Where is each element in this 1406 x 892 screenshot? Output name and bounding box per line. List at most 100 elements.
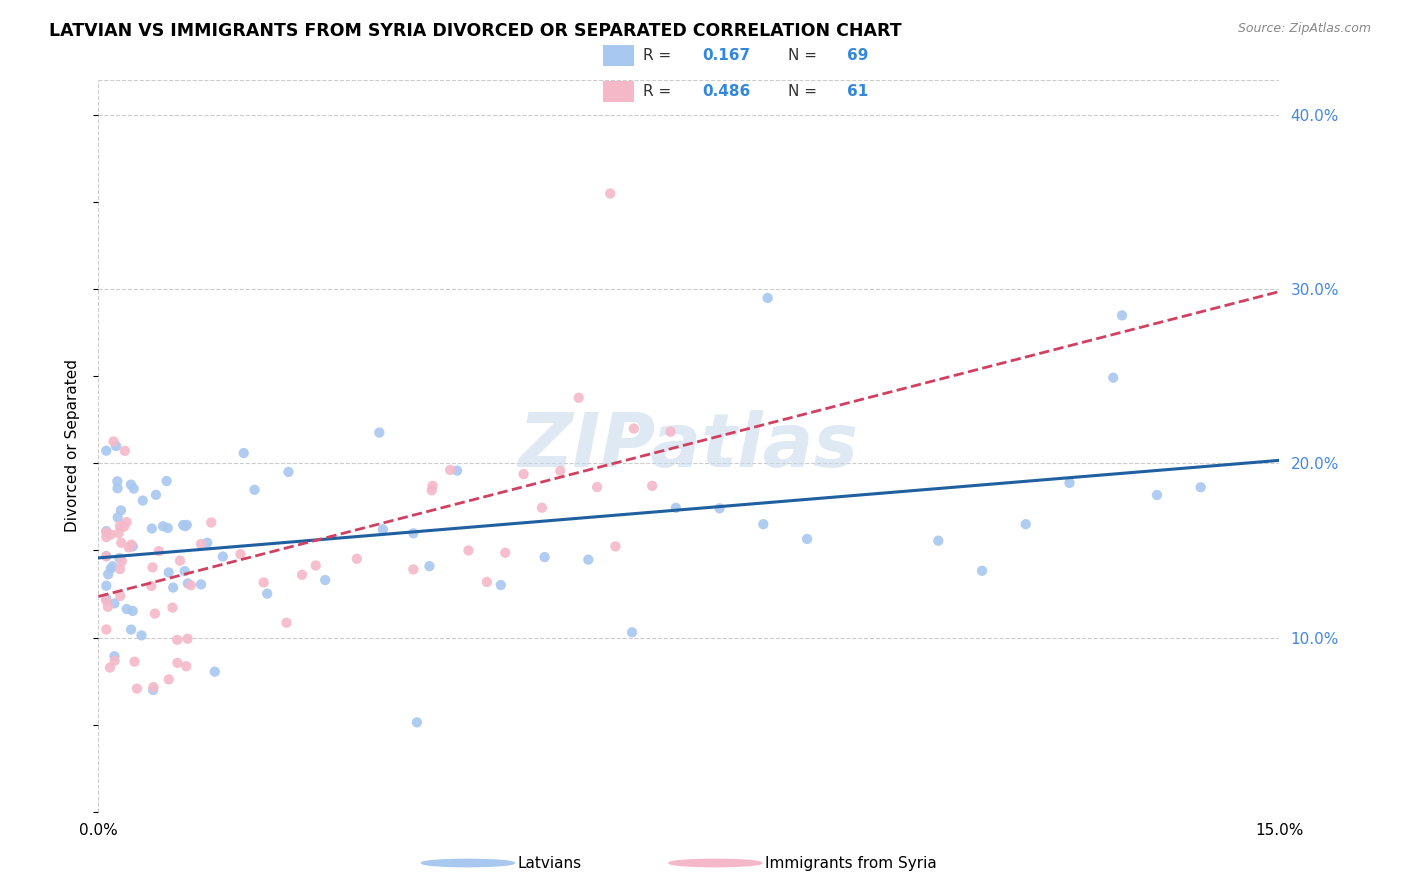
Point bbox=[406, 715, 429, 730]
Point bbox=[157, 673, 180, 687]
Point bbox=[659, 425, 682, 439]
Point bbox=[576, 552, 599, 566]
Point bbox=[586, 480, 609, 494]
Text: N =: N = bbox=[789, 84, 823, 99]
Point bbox=[243, 483, 266, 497]
Point bbox=[665, 500, 688, 515]
Point bbox=[305, 558, 328, 573]
Point bbox=[457, 543, 479, 558]
Point bbox=[756, 291, 779, 305]
Point bbox=[143, 607, 166, 621]
Point bbox=[145, 488, 167, 502]
Bar bbox=[603, 81, 634, 103]
Point bbox=[104, 654, 127, 668]
Point bbox=[1059, 475, 1081, 490]
Point bbox=[142, 680, 165, 694]
Point bbox=[120, 477, 142, 491]
Point bbox=[156, 521, 179, 535]
Point bbox=[162, 600, 184, 615]
Point bbox=[568, 391, 591, 405]
Point bbox=[291, 567, 314, 582]
Point bbox=[1015, 517, 1038, 532]
Point bbox=[110, 589, 132, 603]
Point bbox=[402, 526, 425, 541]
Point bbox=[120, 623, 142, 637]
Point bbox=[132, 493, 155, 508]
Point bbox=[402, 562, 425, 576]
Point bbox=[96, 443, 118, 458]
Point bbox=[110, 535, 132, 549]
Point bbox=[276, 615, 298, 630]
Point bbox=[100, 562, 122, 576]
Point bbox=[475, 574, 498, 589]
Point bbox=[101, 559, 124, 574]
Text: 61: 61 bbox=[848, 84, 869, 99]
Point bbox=[103, 434, 125, 449]
Point bbox=[200, 516, 222, 530]
Text: LATVIAN VS IMMIGRANTS FROM SYRIA DIVORCED OR SEPARATED CORRELATION CHART: LATVIAN VS IMMIGRANTS FROM SYRIA DIVORCE… bbox=[49, 22, 901, 40]
Point bbox=[107, 481, 129, 495]
Point bbox=[256, 587, 278, 601]
Bar bbox=[603, 45, 634, 66]
Point bbox=[107, 526, 129, 541]
Point bbox=[111, 554, 134, 568]
Point bbox=[1146, 488, 1168, 502]
Point bbox=[1189, 480, 1212, 494]
Point bbox=[103, 649, 125, 664]
Point bbox=[253, 575, 276, 590]
Point bbox=[371, 523, 394, 537]
Text: 0.167: 0.167 bbox=[702, 48, 749, 63]
Point bbox=[512, 467, 534, 482]
Point bbox=[204, 665, 226, 679]
Point bbox=[96, 591, 118, 606]
Point bbox=[120, 538, 142, 552]
Point bbox=[112, 519, 135, 533]
Point bbox=[418, 559, 440, 574]
Point bbox=[105, 475, 128, 489]
Point bbox=[107, 510, 129, 524]
Point bbox=[623, 421, 645, 435]
Point bbox=[177, 576, 200, 591]
Circle shape bbox=[422, 859, 515, 867]
Point bbox=[157, 566, 180, 580]
Point bbox=[422, 479, 444, 493]
Point bbox=[141, 579, 163, 593]
Point bbox=[550, 464, 572, 478]
Point bbox=[97, 599, 120, 614]
Point bbox=[108, 551, 131, 566]
Point bbox=[1102, 370, 1125, 384]
Point bbox=[174, 519, 197, 533]
Point bbox=[533, 550, 555, 565]
Point bbox=[166, 632, 188, 647]
Point bbox=[108, 562, 131, 576]
Point bbox=[211, 549, 233, 564]
Point bbox=[96, 579, 118, 593]
Point bbox=[166, 656, 188, 670]
Point bbox=[796, 532, 818, 546]
Point bbox=[314, 573, 336, 587]
Point bbox=[108, 519, 131, 533]
Point bbox=[148, 544, 170, 558]
Point bbox=[96, 549, 118, 563]
Point bbox=[96, 524, 118, 538]
Point bbox=[709, 501, 731, 516]
Text: R =: R = bbox=[643, 48, 676, 63]
Text: Source: ZipAtlas.com: Source: ZipAtlas.com bbox=[1237, 22, 1371, 36]
Text: 0.486: 0.486 bbox=[702, 84, 751, 99]
Point bbox=[121, 604, 143, 618]
Point bbox=[96, 530, 118, 544]
Point bbox=[752, 517, 775, 532]
Point bbox=[96, 594, 118, 608]
Point bbox=[277, 465, 299, 479]
Point bbox=[232, 446, 254, 460]
Point bbox=[121, 540, 143, 554]
Text: Immigrants from Syria: Immigrants from Syria bbox=[765, 855, 936, 871]
Point bbox=[621, 625, 644, 640]
Point bbox=[103, 596, 125, 610]
Point bbox=[927, 533, 949, 548]
Point bbox=[172, 518, 194, 533]
Point bbox=[530, 500, 553, 515]
Point bbox=[190, 537, 212, 551]
Circle shape bbox=[669, 859, 762, 867]
Point bbox=[114, 443, 136, 458]
